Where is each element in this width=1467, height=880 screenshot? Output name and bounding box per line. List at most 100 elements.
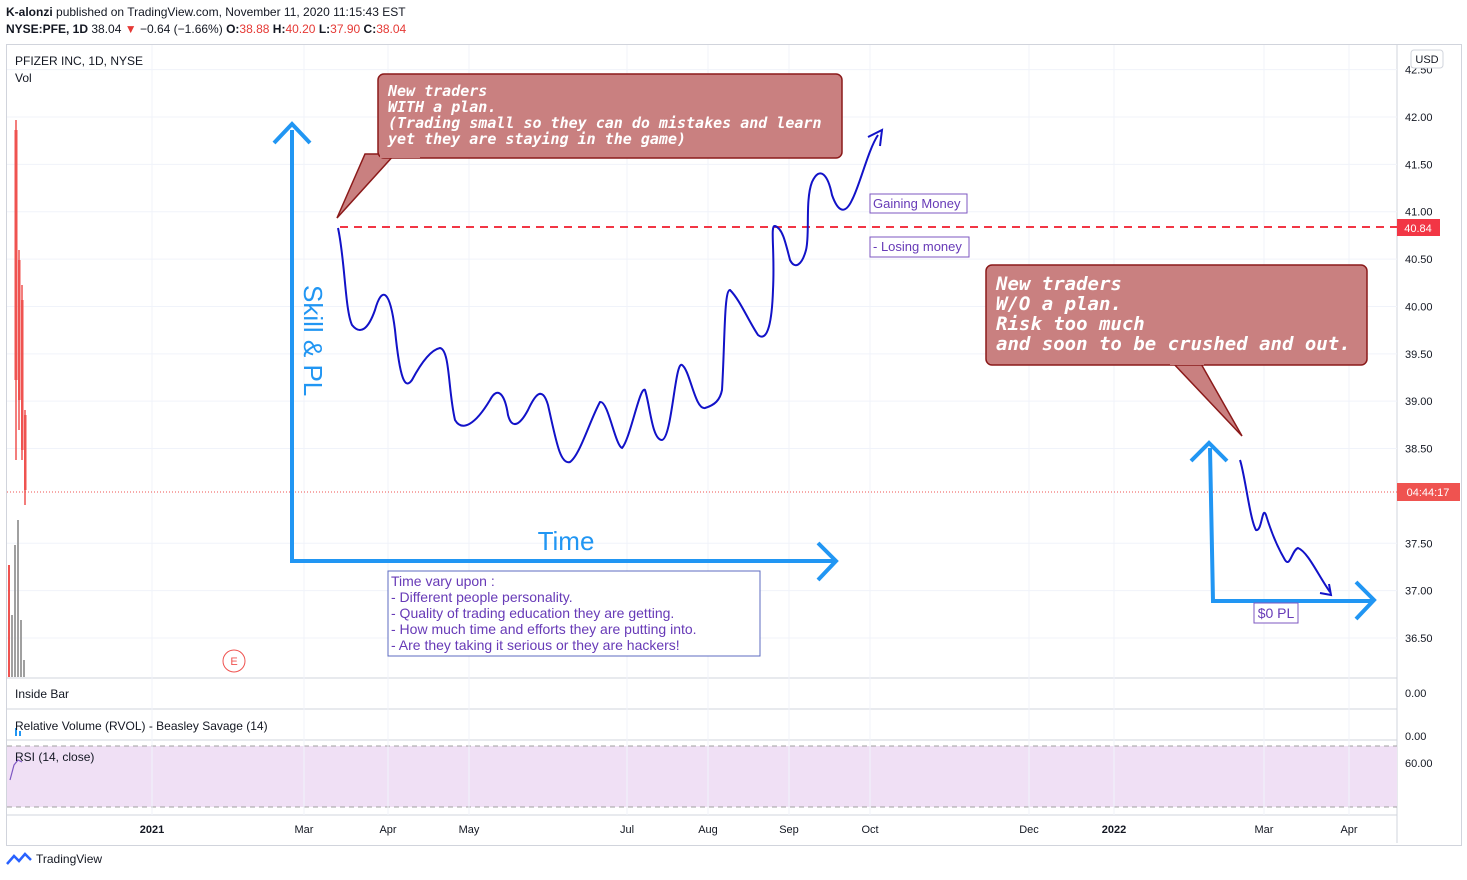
gaining-label: Gaining Money — [873, 196, 961, 211]
earnings-marker: E — [230, 656, 237, 668]
candle-body — [18, 260, 21, 400]
publish-date: published on TradingView.com, November 1… — [56, 5, 406, 19]
callout-without-plan[interactable]: New traders W/O a plan. Risk too much an… — [985, 264, 1368, 437]
time-tick-label: May — [459, 824, 480, 836]
indicator-rsi[interactable]: RSI (14, close) — [15, 750, 94, 764]
chart-frame[interactable] — [6, 44, 1462, 846]
callout-line: yet they are staying in the game) — [387, 130, 686, 148]
callout-line: New traders — [387, 82, 487, 100]
rsi-value: 60.00 — [1405, 758, 1433, 770]
tradingview-logo-icon — [6, 852, 32, 865]
price-tick-label: 40.50 — [1405, 254, 1433, 266]
without-plan-curve[interactable] — [1239, 459, 1331, 593]
price-tick-label: 37.00 — [1405, 586, 1433, 598]
volume-bar — [11, 615, 13, 677]
time-label: Time — [538, 526, 595, 556]
price-tick-label: 37.50 — [1405, 538, 1433, 550]
gaining-box[interactable] — [869, 193, 968, 214]
time-note-box[interactable] — [387, 570, 761, 657]
callout-joint — [1170, 358, 1204, 365]
price-tick-label: 39.00 — [1405, 396, 1433, 408]
price-axis: 42.5042.0041.5041.0040.5040.0039.5039.00… — [1405, 65, 1433, 645]
arrow-up-icon — [272, 121, 312, 145]
close-label: C: — [363, 22, 377, 36]
time-note-line: - Different people personality. — [391, 589, 573, 605]
time-tick-label: Jul — [620, 824, 634, 836]
level-label-bg — [1397, 219, 1440, 236]
time-tick-label: Aug — [698, 824, 718, 836]
high-label: H: — [272, 22, 286, 36]
time-tick-label: Mar — [295, 824, 314, 836]
time-tick-label: Apr — [1340, 824, 1357, 836]
high-value: 40.20 — [285, 22, 316, 36]
countdown-label-bg — [1397, 483, 1460, 501]
callout-line: Risk too much — [996, 313, 1145, 335]
last-price: 38.04 — [91, 22, 122, 36]
time-tick-label: Apr — [379, 824, 396, 836]
time-tick-label: Oct — [861, 824, 878, 836]
candle-body — [24, 415, 27, 490]
rvol-bar — [15, 728, 17, 736]
low-value: 37.90 — [330, 22, 361, 36]
level-label: 40.84 — [1404, 223, 1432, 235]
open-label: O: — [226, 22, 240, 36]
rvol-bar — [19, 731, 21, 736]
indicator-inside-bar[interactable]: Inside Bar — [15, 687, 69, 701]
callout-line: New traders — [995, 273, 1122, 295]
volume-bar — [20, 620, 22, 677]
price-tick-label: 42.00 — [1405, 112, 1433, 124]
arrow-head-icon — [867, 128, 884, 147]
price-tick-label: 41.50 — [1405, 159, 1433, 171]
price-tick-label: 40.00 — [1405, 301, 1433, 313]
time-axis: 2021 Mar Apr May Jul Aug Sep Oct Dec 2022 Mar Apr — [140, 824, 1358, 836]
zero-pl-label: $0 PL — [1258, 605, 1295, 621]
symbol-name[interactable]: NYSE:PFE, 1D — [6, 22, 89, 36]
price-change: −0.64 (−1.66%) — [139, 22, 223, 36]
skill-pl-label: Skill & PL — [298, 285, 328, 396]
earnings-icon[interactable] — [222, 649, 246, 673]
volume-bar — [17, 520, 19, 677]
callout-pointer — [336, 153, 397, 219]
candlesticks — [14, 120, 27, 505]
volume-legend[interactable]: Vol — [15, 71, 32, 85]
callout-pointer — [1170, 361, 1243, 437]
losing-label: - Losing money — [873, 239, 962, 254]
skill-time-axes[interactable] — [272, 121, 839, 582]
volume-bar — [23, 660, 25, 677]
footer-brand[interactable]: TradingView — [6, 852, 102, 866]
gridlines — [7, 45, 1397, 815]
publisher-name[interactable]: K-alonzi — [6, 5, 53, 19]
rvol-value: 0.00 — [1405, 731, 1426, 743]
open-value: 38.88 — [239, 22, 270, 36]
rsi-band — [7, 746, 1397, 807]
low-label: L: — [318, 22, 331, 36]
close-value: 38.04 — [376, 22, 407, 36]
zero-pl-box[interactable] — [1253, 602, 1299, 624]
time-tick-label: 2021 — [140, 824, 164, 836]
chart-title[interactable]: PFIZER INC, 1D, NYSE — [15, 54, 143, 68]
symbol-info: NYSE:PFE, 1D 38.04 ▼ −0.64 (−1.66%) O:38… — [6, 22, 406, 36]
volume-bars — [8, 520, 25, 677]
time-tick-label: Mar — [1255, 824, 1274, 836]
indicator-rvol[interactable]: Relative Volume (RVOL) - Beasley Savage … — [15, 719, 268, 733]
currency-badge-bg[interactable] — [1410, 49, 1444, 69]
volume-bar — [14, 545, 16, 677]
time-note-line: Time vary upon : — [391, 573, 495, 589]
price-tick-label: 41.00 — [1405, 207, 1433, 219]
callout-with-plan[interactable]: New traders WITH a plan. (Trading small … — [336, 73, 843, 219]
down-arrow-icon: ▼ — [124, 22, 137, 36]
arrow-right-icon — [816, 541, 839, 582]
rsi-line — [9, 759, 23, 781]
volume-bar — [8, 565, 10, 677]
price-tick-label: 39.50 — [1405, 349, 1433, 361]
zero-pl-axes[interactable] — [1189, 440, 1377, 621]
candle-body — [21, 300, 24, 450]
callout-line: WITH a plan. — [388, 98, 496, 116]
callout-joint — [380, 150, 420, 158]
losing-box[interactable] — [869, 236, 970, 258]
with-plan-curve[interactable] — [337, 134, 879, 464]
time-tick-label: Dec — [1019, 824, 1039, 836]
arrow-right-icon — [1354, 580, 1377, 621]
candle-body — [14, 130, 18, 380]
